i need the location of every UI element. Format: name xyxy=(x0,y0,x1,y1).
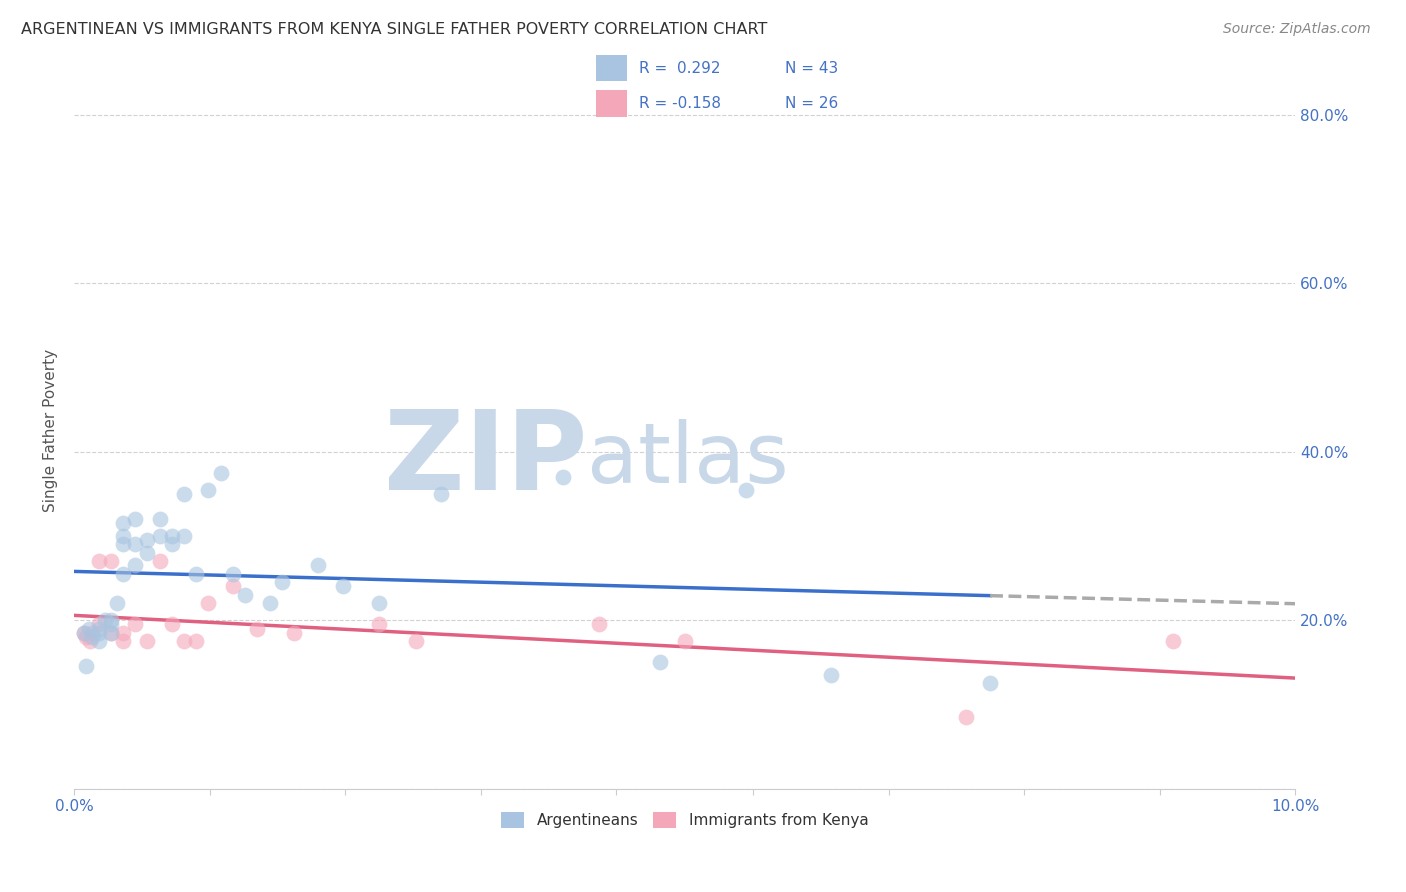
Point xyxy=(75,659,97,673)
Point xyxy=(673,634,696,648)
Point xyxy=(73,625,96,640)
Point xyxy=(1163,634,1185,648)
Text: atlas: atlas xyxy=(588,419,789,500)
Point xyxy=(820,668,842,682)
Point xyxy=(246,622,269,636)
Point xyxy=(332,579,354,593)
Point xyxy=(173,634,195,648)
Point xyxy=(87,554,110,568)
Point xyxy=(368,596,391,610)
Point xyxy=(124,537,146,551)
Bar xyxy=(596,90,627,117)
Point xyxy=(222,566,245,581)
Point xyxy=(87,617,110,632)
Point xyxy=(136,533,159,548)
Point xyxy=(136,634,159,648)
Point xyxy=(124,512,146,526)
Point xyxy=(650,655,672,669)
Point xyxy=(111,516,134,531)
Point xyxy=(111,566,134,581)
Point xyxy=(551,470,574,484)
Point xyxy=(173,487,195,501)
Point xyxy=(111,537,134,551)
Point xyxy=(111,625,134,640)
Point xyxy=(100,617,122,632)
Point xyxy=(197,596,219,610)
Point xyxy=(111,634,134,648)
Point xyxy=(160,537,183,551)
Point xyxy=(100,613,122,627)
Point xyxy=(73,625,96,640)
Text: N = 43: N = 43 xyxy=(785,61,838,76)
Legend: Argentineans, Immigrants from Kenya: Argentineans, Immigrants from Kenya xyxy=(495,806,875,835)
Point xyxy=(186,634,208,648)
Point xyxy=(233,588,256,602)
Point xyxy=(79,634,101,648)
Y-axis label: Single Father Poverty: Single Father Poverty xyxy=(44,349,58,512)
Point xyxy=(955,710,977,724)
Point xyxy=(270,575,292,590)
Point xyxy=(87,625,110,640)
Point xyxy=(283,625,305,640)
Point xyxy=(136,546,159,560)
Point xyxy=(124,617,146,632)
Point xyxy=(93,613,115,627)
Point xyxy=(82,625,104,640)
Bar xyxy=(596,55,627,81)
Point xyxy=(105,596,128,610)
Point xyxy=(149,512,172,526)
Point xyxy=(77,622,100,636)
Point xyxy=(186,566,208,581)
Point xyxy=(149,529,172,543)
Text: ARGENTINEAN VS IMMIGRANTS FROM KENYA SINGLE FATHER POVERTY CORRELATION CHART: ARGENTINEAN VS IMMIGRANTS FROM KENYA SIN… xyxy=(21,22,768,37)
Point xyxy=(368,617,391,632)
Point xyxy=(82,630,104,644)
Point xyxy=(209,466,232,480)
Text: R =  0.292: R = 0.292 xyxy=(640,61,721,76)
Text: R = -0.158: R = -0.158 xyxy=(640,95,721,111)
Point xyxy=(307,558,329,573)
Point xyxy=(160,617,183,632)
Point xyxy=(173,529,195,543)
Point xyxy=(100,625,122,640)
Point xyxy=(979,676,1001,690)
Text: N = 26: N = 26 xyxy=(785,95,838,111)
Point xyxy=(100,554,122,568)
Point xyxy=(124,558,146,573)
Point xyxy=(259,596,281,610)
Point xyxy=(197,483,219,497)
Point xyxy=(111,529,134,543)
Point xyxy=(160,529,183,543)
Text: Source: ZipAtlas.com: Source: ZipAtlas.com xyxy=(1223,22,1371,37)
Point xyxy=(87,622,110,636)
Text: ZIP: ZIP xyxy=(384,406,588,513)
Point xyxy=(75,630,97,644)
Point xyxy=(588,617,610,632)
Point xyxy=(100,625,122,640)
Point xyxy=(87,634,110,648)
Point xyxy=(734,483,756,497)
Point xyxy=(222,579,245,593)
Point xyxy=(429,487,451,501)
Point xyxy=(149,554,172,568)
Point xyxy=(405,634,427,648)
